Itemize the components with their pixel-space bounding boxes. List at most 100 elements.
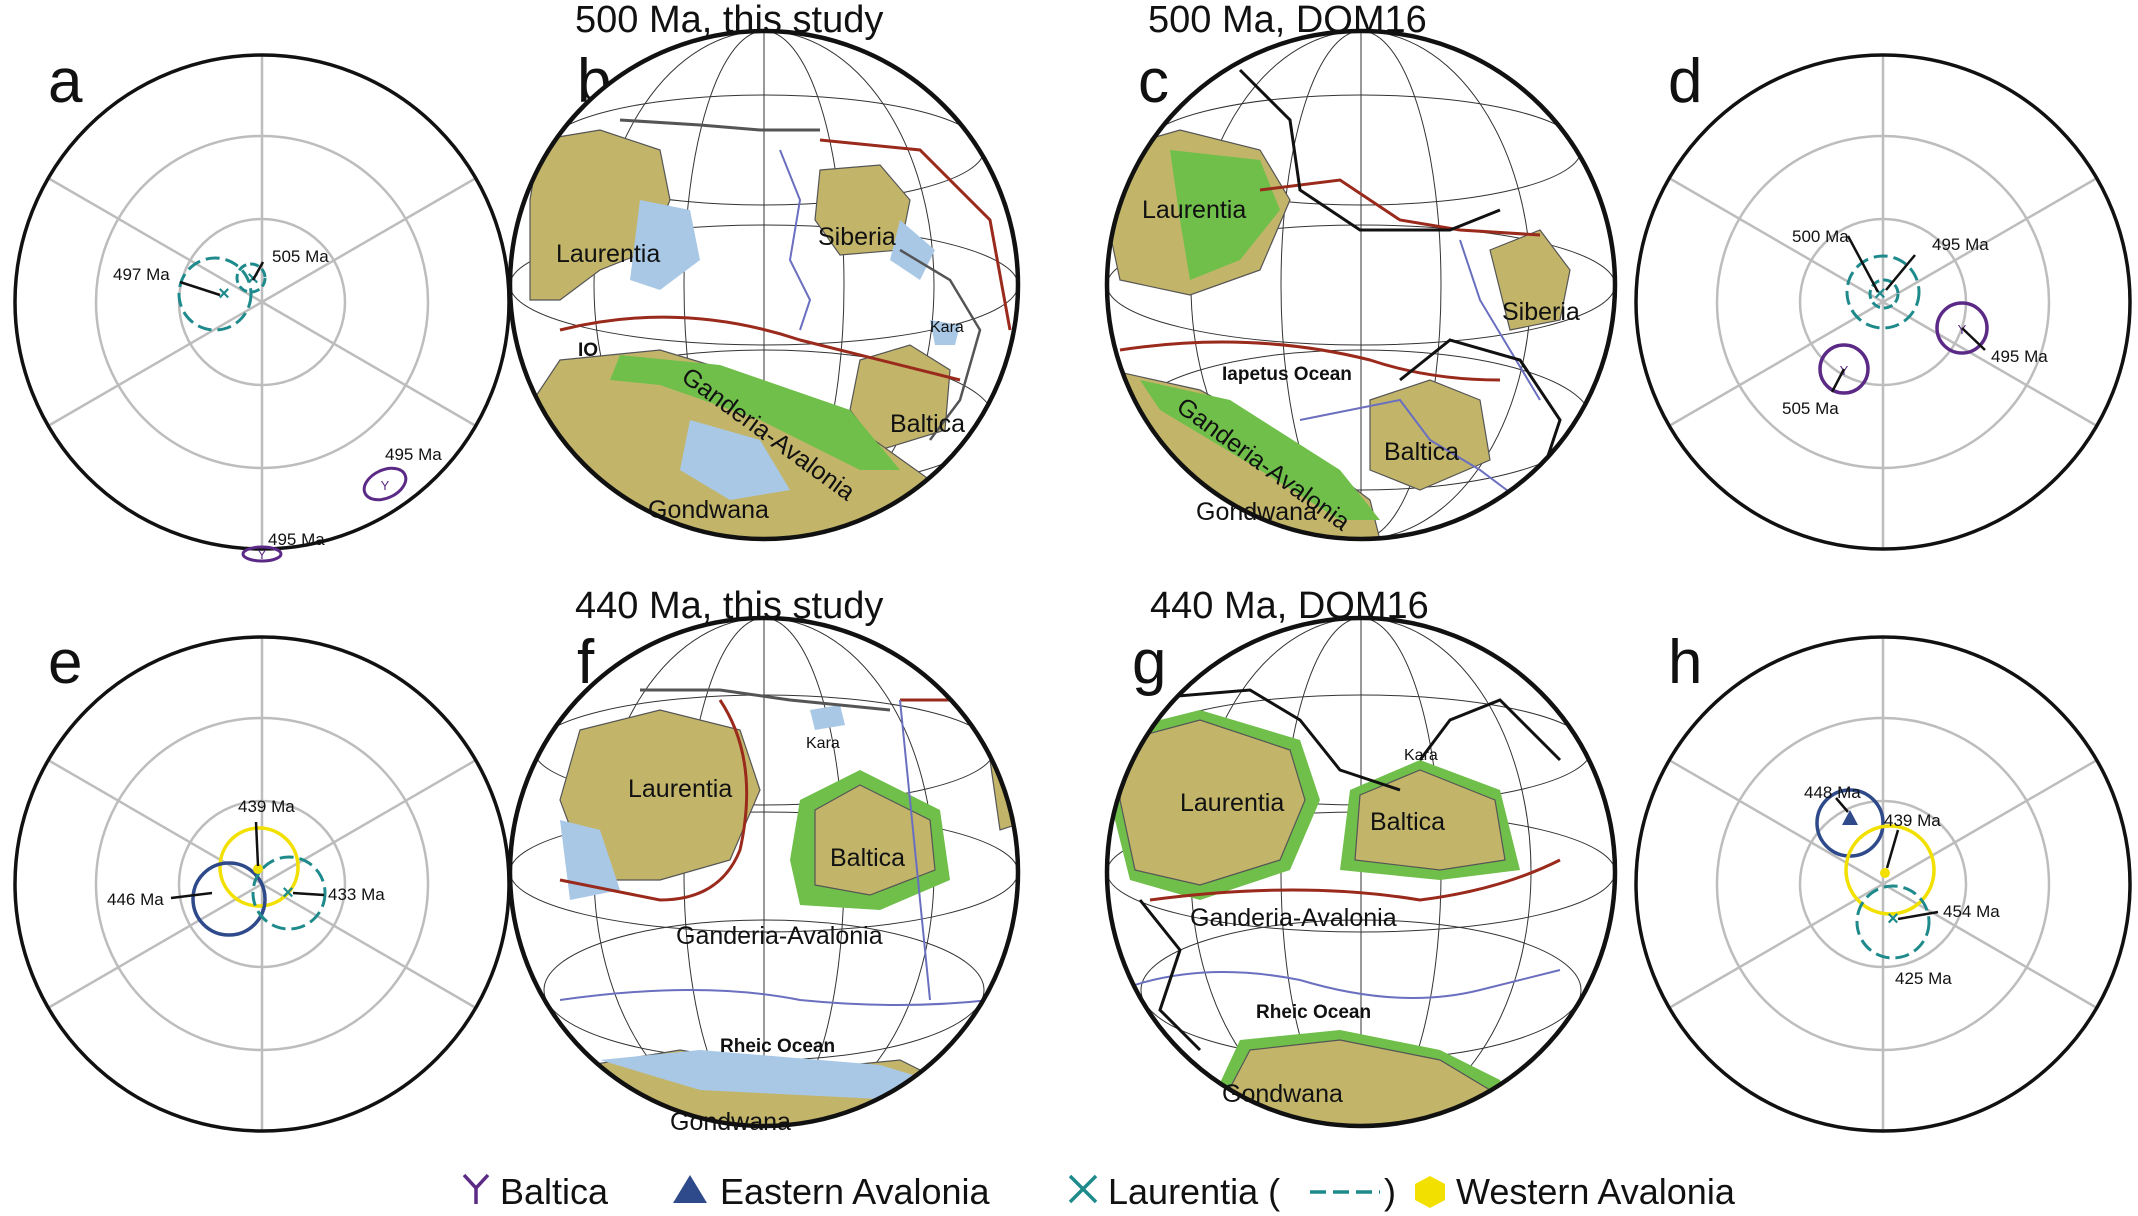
legend-label: Baltica bbox=[500, 1171, 609, 1212]
age-label: 495 Ma bbox=[1991, 347, 2048, 366]
age-label: 433 Ma bbox=[328, 885, 385, 904]
panel-letter-c: c bbox=[1138, 47, 1169, 116]
map-label: Laurentia bbox=[556, 240, 660, 268]
eastern-avalonia-cone bbox=[191, 861, 267, 937]
ridge bbox=[899, 699, 931, 1001]
age-label: 425 Ma bbox=[1895, 969, 1952, 988]
age-label: 505 Ma bbox=[1782, 399, 1839, 418]
map-label: Gondwana bbox=[1222, 1080, 1343, 1108]
baltica-landmass bbox=[814, 784, 936, 896]
panel-letter-h: h bbox=[1668, 628, 1702, 697]
map-label: Laurentia bbox=[1180, 789, 1284, 817]
subduction-zone bbox=[559, 699, 749, 902]
globe-frame bbox=[1104, 615, 1618, 1129]
shelf-sea bbox=[1170, 150, 1280, 280]
map-label: Rheic Ocean bbox=[1256, 1002, 1371, 1023]
legend-item-laurentia: Laurentia ( ) bbox=[1068, 1171, 1396, 1212]
laurentia-cone bbox=[1845, 254, 1921, 330]
baltica-cone bbox=[362, 466, 408, 502]
leader-line bbox=[254, 821, 260, 867]
baltica-cone bbox=[241, 545, 283, 563]
hexagon-symbol-icon bbox=[1415, 1176, 1445, 1208]
ganderia-avalonia-shelf bbox=[610, 355, 900, 470]
leader-line bbox=[1885, 254, 1916, 291]
eastern-avalonia-triangle-marker bbox=[1842, 810, 1858, 825]
age-label: 446 Ma bbox=[107, 890, 164, 909]
legend-item-western-avalonia: Western Avalonia bbox=[1415, 1171, 1736, 1212]
legend-item-eastern-avalonia: Eastern Avalonia bbox=[673, 1171, 991, 1212]
plate-boundary bbox=[1399, 338, 1562, 481]
laurentia-cone bbox=[251, 855, 327, 931]
triangle-symbol-icon bbox=[673, 1175, 707, 1203]
age-label: 495 Ma bbox=[1932, 235, 1989, 254]
leader-line bbox=[1885, 829, 1900, 869]
ridge bbox=[1119, 969, 1561, 999]
globe-map-c: Laurentia Siberia Iapetus Ocean Ganderia… bbox=[1104, 28, 1618, 542]
x-symbol-icon bbox=[1068, 1174, 1098, 1204]
stereonet-frame bbox=[1634, 635, 2132, 1133]
plate-boundary bbox=[899, 248, 982, 441]
ridge bbox=[559, 989, 991, 1006]
leader-line bbox=[1897, 910, 1939, 921]
western-avalonia-marker bbox=[253, 864, 263, 874]
legend-item-baltica: Baltica bbox=[462, 1171, 609, 1212]
age-label: 454 Ma bbox=[1943, 902, 2000, 921]
shelf-sea bbox=[560, 820, 620, 900]
map-label: Gondwana bbox=[648, 496, 769, 524]
stereonet-e: × 439 Ma 446 Ma 433 Ma bbox=[13, 635, 511, 1133]
shelf-sea bbox=[680, 420, 790, 500]
laurentia-cone bbox=[235, 262, 267, 294]
baltica-cone bbox=[1935, 301, 1989, 355]
laurentia-cone bbox=[1868, 278, 1900, 310]
western-avalonia-cone bbox=[218, 826, 300, 908]
leader-line bbox=[1835, 797, 1849, 813]
plate-boundary bbox=[1238, 68, 1501, 232]
plate-boundary bbox=[1138, 899, 1202, 1052]
map-label: Baltica bbox=[1370, 808, 1445, 836]
map-label: Baltica bbox=[1384, 438, 1459, 466]
plate-boundary bbox=[640, 688, 891, 712]
leader-line bbox=[1830, 368, 1846, 393]
globe-map-b: Laurentia Siberia Kara IO Ganderia-Avalo… bbox=[507, 28, 1021, 542]
laurentia-landmass bbox=[529, 129, 671, 301]
stereonet-frame bbox=[1634, 53, 2132, 551]
age-label: 448 Ma bbox=[1804, 783, 1861, 802]
baltica-y-symbol-icon bbox=[462, 1173, 490, 1204]
map-label: Laurentia bbox=[628, 775, 732, 803]
plate-boundary bbox=[1129, 688, 1401, 792]
globe-frame bbox=[1104, 28, 1618, 542]
globe-map-g: Kara Laurentia Baltica Ganderia-Avalonia… bbox=[1104, 615, 1618, 1129]
map-label: Kara bbox=[930, 319, 964, 336]
map-label: Siberia bbox=[818, 223, 896, 251]
ridge bbox=[779, 149, 812, 331]
stereonet-a: × × Y Y 497 Ma 505 Ma 495 Ma 495 Ma bbox=[13, 53, 511, 563]
map-label: Kara bbox=[806, 735, 840, 752]
subduction-zone bbox=[559, 315, 961, 382]
stereonet-grid bbox=[47, 55, 477, 549]
laurentia-x-marker: × bbox=[1874, 283, 1886, 305]
plate-boundary bbox=[1418, 698, 1562, 762]
baltica-marker: Y bbox=[258, 547, 267, 562]
map-label: Ganderia-Avalonia bbox=[1190, 904, 1397, 932]
panel-letter-f: f bbox=[577, 628, 595, 697]
laurentia-landmass bbox=[1119, 719, 1306, 886]
map-label: Kara bbox=[1404, 747, 1438, 764]
baltica-landmass bbox=[1369, 379, 1491, 491]
laurentia-x-marker: × bbox=[1887, 908, 1899, 930]
age-label: 505 Ma bbox=[272, 247, 329, 266]
ridge bbox=[1299, 398, 1521, 501]
leader-line bbox=[1846, 235, 1880, 293]
panel-letter-g: g bbox=[1132, 628, 1166, 697]
panel-letter-a: a bbox=[48, 47, 83, 116]
age-label: 495 Ma bbox=[268, 530, 325, 549]
age-label: 439 Ma bbox=[238, 797, 295, 816]
globe-frame bbox=[507, 615, 1021, 1129]
map-label: Baltica bbox=[890, 410, 965, 438]
laurentia-cone bbox=[1855, 884, 1931, 960]
shelf-sea bbox=[810, 705, 845, 730]
globe-map-f: Kara Laurentia Baltica Ganderia-Avalonia… bbox=[507, 615, 1021, 1136]
age-label: 495 Ma bbox=[385, 445, 442, 464]
map-label: Ganderia-Avalonia bbox=[676, 922, 883, 950]
panel-letter-e: e bbox=[48, 628, 82, 697]
